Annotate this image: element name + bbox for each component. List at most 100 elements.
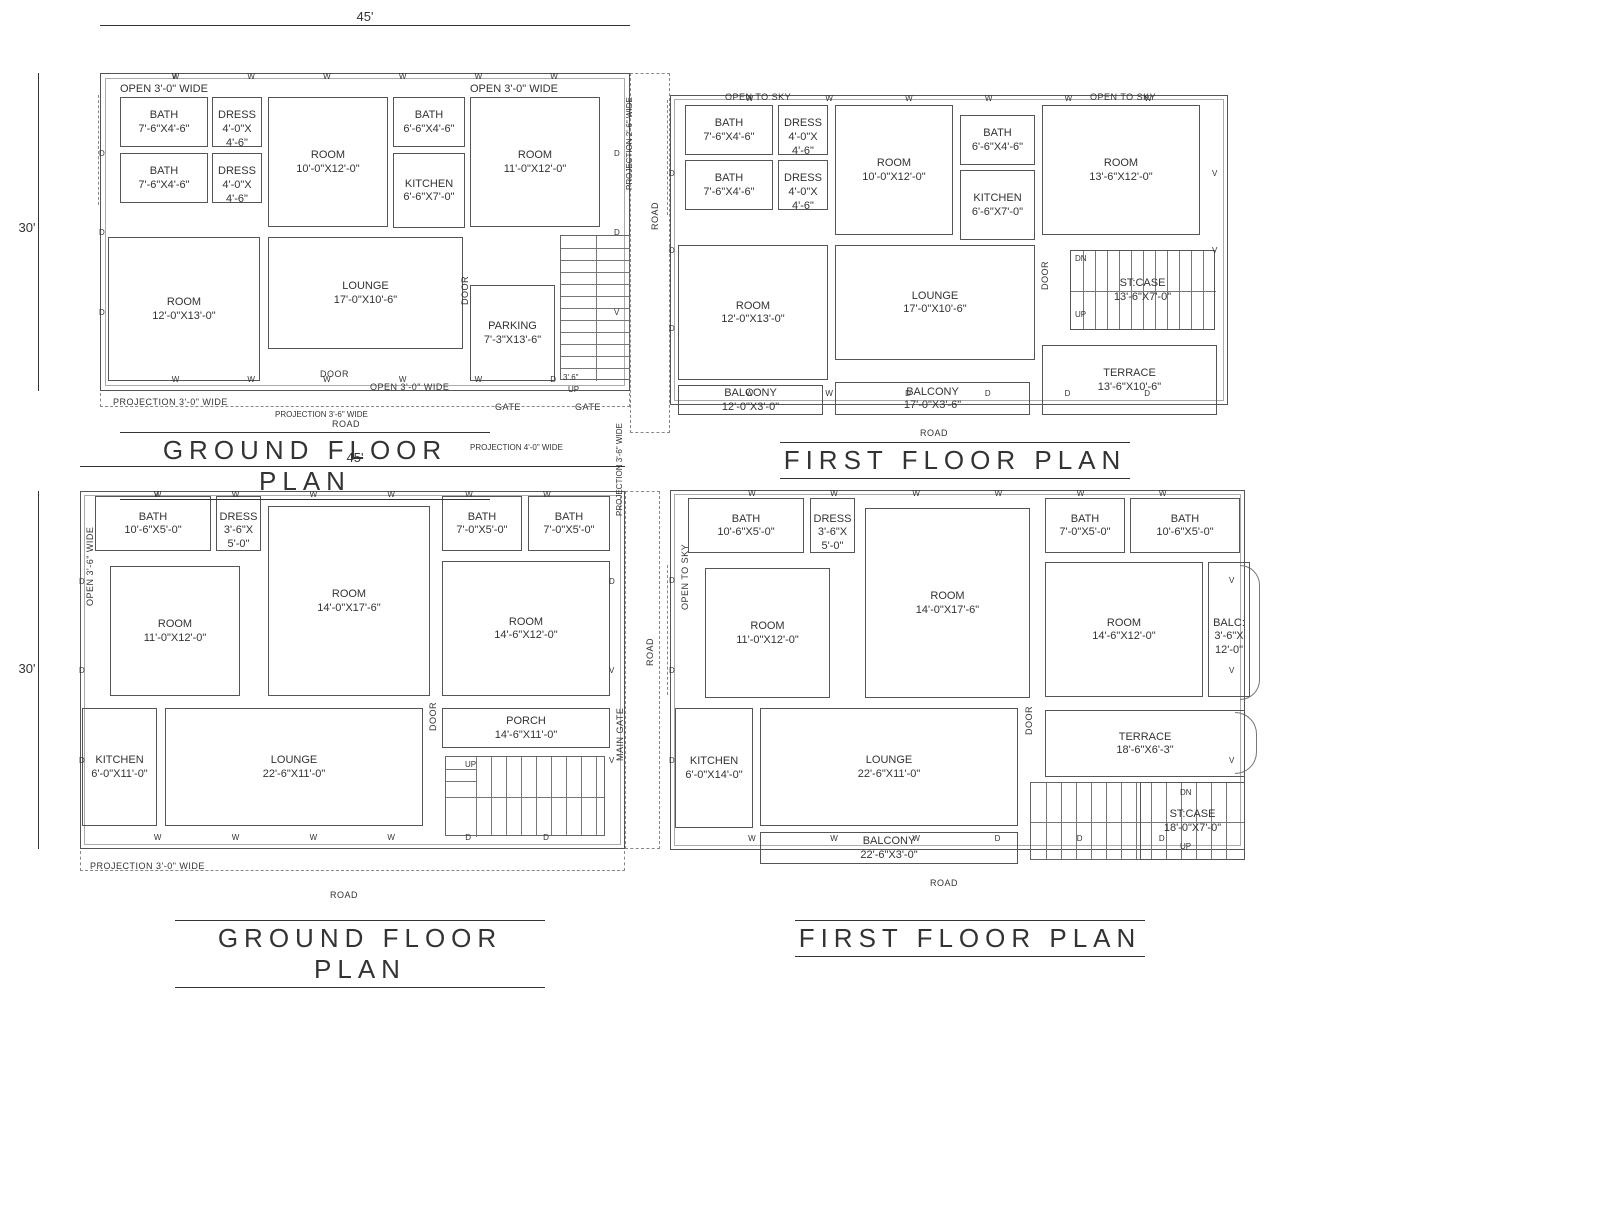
- marker-w: W: [1065, 94, 1073, 104]
- room-label: KITCHEN 6'-0"X14'-0": [675, 755, 753, 783]
- note: ROAD: [645, 638, 656, 666]
- marker-w: W: [825, 94, 833, 104]
- marker-w: W: [232, 833, 240, 843]
- marker-d: D: [905, 389, 911, 399]
- marker-w: W: [748, 834, 756, 844]
- room-label: ROOM 11'-0"X12'-0": [110, 618, 240, 646]
- marker-d: D: [99, 228, 105, 238]
- marker-w: W: [912, 489, 920, 499]
- room-label: DRESS 3'-6"X 5'-0": [810, 513, 855, 554]
- marker-d: D: [79, 577, 85, 587]
- plan-ground-1: 45' 30' BATH 7'-6"X4'-6"DRESS 4'-0"X 4'-…: [50, 25, 650, 435]
- dim-height: 30': [12, 661, 42, 676]
- marker-w: W: [912, 834, 920, 844]
- proj-left: [667, 100, 668, 215]
- marker-w: W: [830, 834, 838, 844]
- room-label: ROOM 10'-0"X12'-0": [835, 157, 953, 185]
- marker-d: D: [614, 228, 620, 238]
- note: UP: [1180, 842, 1191, 852]
- note: DN: [1180, 788, 1192, 798]
- marker-w: W: [475, 72, 483, 82]
- note: PROJECTION 2'-6" WIDE: [625, 97, 635, 190]
- marker-v: V: [1212, 169, 1217, 179]
- marker-w: W: [310, 833, 318, 843]
- marker-w: W: [543, 490, 551, 500]
- title-p2: FIRST FLOOR PLAN: [780, 442, 1130, 479]
- marker-d: D: [669, 576, 675, 586]
- marker-d: D: [1144, 389, 1150, 399]
- room-label: PARKING 7'-3"X13'-6": [470, 320, 555, 348]
- note: OPEN 3'-0" WIDE: [120, 83, 208, 97]
- marker-w: W: [154, 833, 162, 843]
- room-label: LOUNGE 17'-0"X10'-6": [268, 280, 463, 308]
- room-label: LOUNGE 22'-6"X11'-0": [760, 754, 1018, 782]
- marker-v: V: [614, 308, 619, 318]
- marker-v: V: [1229, 576, 1234, 586]
- marker-w: W: [550, 72, 558, 82]
- note: OPEN TO SKY: [725, 92, 791, 103]
- room-label: DRESS 4'-0"X 4'-6": [778, 172, 828, 213]
- marker-w: W: [746, 94, 754, 104]
- marker-w: W: [387, 833, 395, 843]
- marker-d: D: [543, 833, 549, 843]
- note: ROAD: [930, 878, 958, 889]
- marker-d: D: [79, 666, 85, 676]
- room-label: ROOM 14'-6"X12'-0": [442, 616, 610, 644]
- room-label: DRESS 4'-0"X 4'-6": [212, 165, 262, 206]
- note: UP: [568, 385, 579, 395]
- marker-v: V: [609, 666, 614, 676]
- marker-d: D: [1077, 834, 1083, 844]
- marker-v: V: [1229, 756, 1234, 766]
- marker-w: W: [247, 72, 255, 82]
- room-label: BATH 7'-6"X4'-6": [685, 117, 773, 145]
- note: GATE: [495, 402, 521, 413]
- room-label: BALCONY 22'-6"X3'-0": [760, 835, 1018, 863]
- marker-v: V: [1212, 246, 1217, 256]
- room-label: ROOM 11'-0"X12'-0": [705, 620, 830, 648]
- room-label: PORCH 14'-6"X11'-0": [442, 715, 610, 743]
- marker-w: W: [323, 72, 331, 82]
- note: PROJECTION 3'-0" WIDE: [113, 397, 228, 408]
- marker-w: W: [475, 375, 483, 385]
- room-label: BATH 7'-0"X5'-0": [442, 511, 522, 539]
- plan-first-1: BATH 7'-6"X4'-6"DRESS 4'-0"X 4'-6"BATH 7…: [670, 70, 1250, 450]
- room-label: BATH 6'-6"X4'-6": [393, 109, 465, 137]
- marker-w: W: [399, 375, 407, 385]
- room-label: BATH 7'-6"X4'-6": [685, 172, 773, 200]
- room-label: ST:CASE 13'-6"X7'-0": [1070, 277, 1215, 305]
- room-label: ROOM 14'-0"X17'-6": [865, 590, 1030, 618]
- marker-v: V: [172, 72, 177, 82]
- marker-d: D: [669, 666, 675, 676]
- marker-d: D: [985, 389, 991, 399]
- title-p1: GROUND FLOOR PLAN: [120, 432, 490, 500]
- dim-height: 30': [12, 220, 42, 235]
- room-label: DRESS 3'-6"X 5'-0": [216, 511, 261, 552]
- room-label: BALCONY 17'-0"X3'-6": [835, 386, 1030, 414]
- marker-d: D: [669, 169, 675, 179]
- room-label: BATH 7'-6"X4'-6": [120, 165, 208, 193]
- marker-d: D: [1065, 389, 1071, 399]
- room-label: ROOM 12'-0"X13'-0": [678, 300, 828, 328]
- room-label: DRESS 4'-0"X 4'-6": [778, 117, 828, 158]
- room-label: BATH 7'-0"X5'-0": [528, 511, 610, 539]
- room-label: BATH 6'-6"X4'-6": [960, 127, 1035, 155]
- marker-w: W: [746, 389, 754, 399]
- note: OPEN 3'-0" WIDE: [370, 382, 449, 393]
- plan-first-2: BATH 10'-6"X5'-0" DRESS 3'-6"X 5'-0" BATH …: [670, 480, 1260, 900]
- note: DOOR: [428, 702, 439, 731]
- marker-d: D: [79, 756, 85, 766]
- room-label: BATH 10'-6"X5'-0": [1130, 513, 1240, 541]
- room-label: ROOM 14'-6"X12'-0": [1045, 617, 1203, 645]
- marker-v: V: [609, 756, 614, 766]
- marker-d: D: [1159, 834, 1165, 844]
- room-label: DRESS 4'-0"X 4'-6": [212, 109, 262, 150]
- marker-w: W: [830, 489, 838, 499]
- marker-d: D: [669, 756, 675, 766]
- note: DOOR: [1024, 706, 1035, 735]
- room-label: BATH 7'-0"X5'-0": [1045, 513, 1125, 541]
- proj-right: [625, 491, 660, 849]
- note: OPEN TO SKY: [680, 544, 691, 610]
- title-p4: FIRST FLOOR PLAN: [795, 920, 1145, 957]
- note: DOOR: [460, 276, 471, 305]
- note: OPEN 3'-0" WIDE: [470, 83, 558, 97]
